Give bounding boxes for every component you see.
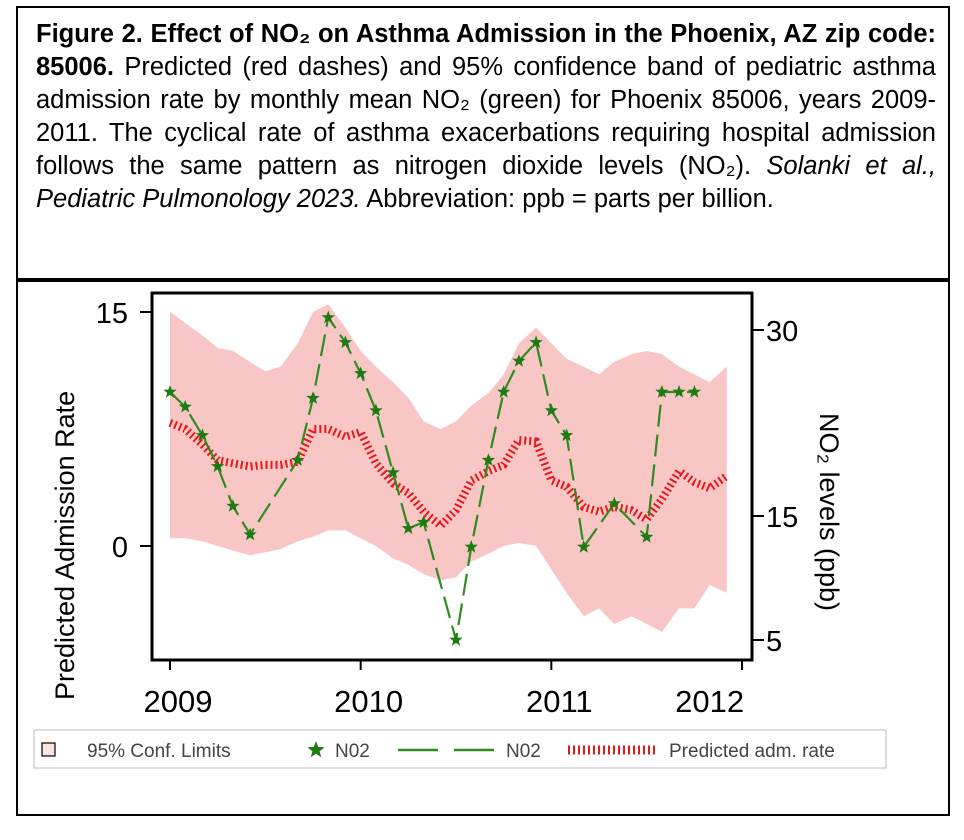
caption-body-1: Predicted (red dashes) and 95% confidenc… xyxy=(36,53,936,180)
y-tick-label: 0 xyxy=(112,532,128,564)
legend-ci-label: 95% Conf. Limits xyxy=(87,741,231,762)
no2-marker xyxy=(291,453,305,466)
divider xyxy=(16,280,950,282)
no2-marker xyxy=(386,465,400,479)
plot-frame xyxy=(150,291,754,662)
no2-marker xyxy=(178,399,192,413)
no2-marker xyxy=(512,354,526,367)
y2-tick-label: 5 xyxy=(766,626,782,658)
no2-marker xyxy=(497,385,511,398)
figure-box xyxy=(16,280,950,816)
no2-marker xyxy=(195,428,210,442)
no2-marker xyxy=(226,499,240,512)
y-axis-label: Predicted Admission Rate xyxy=(50,391,80,700)
x-tick-label: 2012 xyxy=(675,684,744,719)
clipped-text xyxy=(0,808,964,840)
x-tick-label: 2010 xyxy=(334,684,403,719)
no2-marker xyxy=(577,540,591,553)
figure-caption: Figure 2. Effect of NO₂ on Asthma Admiss… xyxy=(36,18,936,216)
no2-marker xyxy=(559,428,574,442)
no2-marker xyxy=(321,310,335,324)
caption-title: Figure 2. Effect of NO₂ on Asthma Admiss… xyxy=(36,20,936,81)
y2-tick-label: 30 xyxy=(766,316,798,348)
no2-marker xyxy=(655,385,669,398)
no2-marker xyxy=(211,459,225,473)
y2-axis-label: NO₂ levels (ppb) xyxy=(814,413,844,611)
legend-line-label: N02 xyxy=(506,741,541,762)
y2-tick-label: 15 xyxy=(766,502,798,534)
legend-ci-swatch xyxy=(41,742,56,757)
caption-box: Figure 2. Effect of NO₂ on Asthma Admiss… xyxy=(16,6,950,280)
no2-marker xyxy=(687,385,701,398)
no2-marker xyxy=(481,453,496,466)
no2-marker xyxy=(163,385,177,398)
no2-marker xyxy=(369,403,383,417)
legend-box xyxy=(33,729,887,769)
no2-marker xyxy=(544,403,558,417)
no2-marker xyxy=(306,391,320,404)
x-tick-label: 2009 xyxy=(144,684,213,719)
legend-star-label: N02 xyxy=(335,741,370,762)
no2-marker xyxy=(338,335,353,349)
predicted-rate-line xyxy=(168,419,730,532)
caption-citation: Solanki et al., Pediatric Pulmonology 20… xyxy=(36,152,937,213)
y-tick-label: 15 xyxy=(96,298,128,330)
no2-marker xyxy=(401,521,415,535)
confidence-band xyxy=(170,304,727,632)
no2-marker xyxy=(640,530,654,543)
no2-marker xyxy=(607,496,621,510)
no2-marker xyxy=(243,527,257,541)
legend-predicted-label: Predicted adm. rate xyxy=(669,741,835,762)
legend-star-icon xyxy=(307,741,325,758)
no2-marker xyxy=(464,540,478,553)
no2-marker xyxy=(416,515,431,528)
no2-marker xyxy=(449,633,463,646)
no2-marker xyxy=(354,366,368,380)
caption-body-2: Abbreviation: ppb = parts per billion. xyxy=(360,185,774,213)
no2-marker xyxy=(672,385,686,398)
x-tick-label: 2011 xyxy=(526,684,593,719)
no2-marker xyxy=(529,335,543,349)
legend: 95% Conf. Limits N02 N02 Predicted adm. … xyxy=(33,729,887,769)
